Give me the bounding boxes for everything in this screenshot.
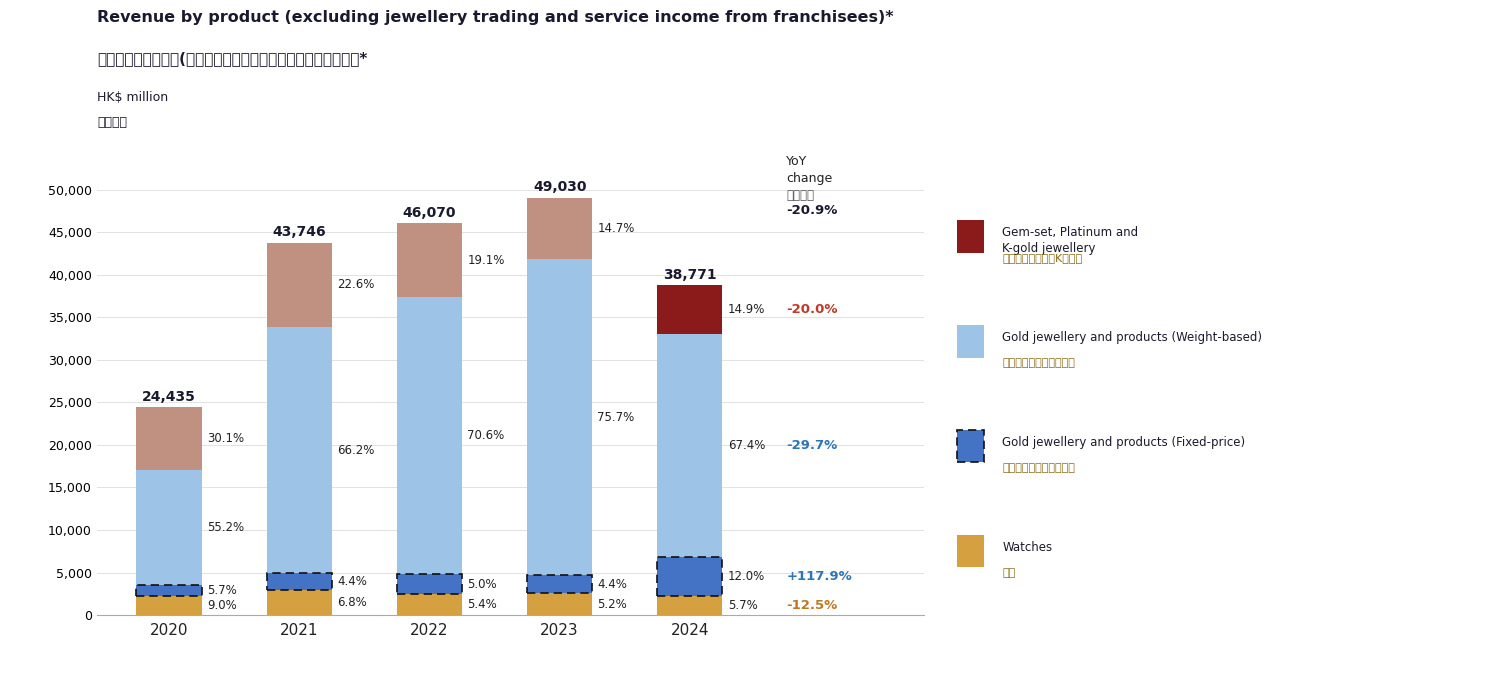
Text: 5.2%: 5.2% (598, 598, 628, 611)
Text: 9.0%: 9.0% (207, 600, 237, 612)
Text: 19.1%: 19.1% (467, 254, 505, 267)
Bar (267, 573, 331, 590)
Bar (397, 297, 461, 575)
Text: YoY: YoY (786, 155, 807, 168)
Text: 55.2%: 55.2% (207, 521, 244, 533)
Text: 百萬港元: 百萬港元 (97, 116, 127, 129)
Text: 5.0%: 5.0% (467, 578, 497, 591)
Bar (267, 573, 331, 590)
Bar (658, 557, 722, 596)
Bar (136, 407, 202, 470)
Text: 5.7%: 5.7% (207, 584, 237, 597)
Bar (136, 470, 202, 585)
Text: 67.4%: 67.4% (728, 439, 765, 452)
Bar (397, 575, 461, 594)
Text: 按產品劃分的營業額(不包括珠寶買賣及來自加盟商的服務收入）*: 按產品劃分的營業額(不包括珠寶買賣及來自加盟商的服務收入）* (97, 51, 367, 66)
Text: 鐘鉘: 鐘鉘 (1002, 568, 1016, 578)
Bar (527, 575, 592, 594)
Text: 75.7%: 75.7% (598, 410, 635, 424)
Text: Gold jewellery and products (Weight-based): Gold jewellery and products (Weight-base… (1002, 331, 1263, 344)
Text: -20.9%: -20.9% (786, 204, 837, 217)
Text: 30.1%: 30.1% (207, 432, 244, 445)
Bar (527, 259, 592, 575)
Text: 4.4%: 4.4% (337, 575, 367, 588)
Bar (658, 596, 722, 615)
Bar (267, 590, 331, 615)
Bar (527, 198, 592, 259)
Text: 49,030: 49,030 (533, 180, 586, 195)
Text: 14.9%: 14.9% (728, 304, 765, 316)
Bar (136, 585, 202, 596)
Text: 同比變化: 同比變化 (786, 189, 815, 202)
Bar (267, 243, 331, 327)
Text: 70.6%: 70.6% (467, 429, 505, 442)
Bar (136, 585, 202, 596)
Text: 46,070: 46,070 (403, 206, 457, 220)
Text: Revenue by product (excluding jewellery trading and service income from franchis: Revenue by product (excluding jewellery … (97, 10, 894, 25)
Text: 24,435: 24,435 (142, 390, 196, 404)
Text: 14.7%: 14.7% (598, 222, 635, 235)
Text: Watches: Watches (1002, 541, 1052, 554)
Bar (658, 335, 722, 557)
Bar (527, 594, 592, 615)
Text: -20.0%: -20.0% (786, 304, 837, 316)
Text: 5.7%: 5.7% (728, 599, 758, 612)
Text: change: change (786, 172, 833, 185)
Text: 4.4%: 4.4% (598, 578, 628, 591)
Text: +117.9%: +117.9% (786, 570, 852, 583)
Text: 12.0%: 12.0% (728, 570, 765, 583)
Bar (527, 575, 592, 594)
Text: 黃金首飾及產品（定價）: 黃金首飾及產品（定價） (1002, 463, 1076, 473)
Bar (136, 596, 202, 615)
Bar (397, 575, 461, 594)
Text: -29.7%: -29.7% (786, 439, 837, 452)
Text: -12.5%: -12.5% (786, 599, 837, 612)
Bar (658, 285, 722, 335)
Text: HK$ million: HK$ million (97, 91, 168, 104)
Text: 珠寶鏵嵌、鈡金及K金首飾: 珠寶鏵嵌、鈡金及K金首飾 (1002, 254, 1082, 264)
Text: Gold jewellery and products (Fixed-price): Gold jewellery and products (Fixed-price… (1002, 436, 1245, 449)
Text: Gem-set, Platinum and
K-gold jewellery: Gem-set, Platinum and K-gold jewellery (1002, 226, 1138, 256)
Bar (267, 327, 331, 573)
Text: 43,746: 43,746 (273, 225, 327, 239)
Text: 5.4%: 5.4% (467, 598, 497, 611)
Text: 6.8%: 6.8% (337, 596, 367, 609)
Text: 22.6%: 22.6% (337, 279, 374, 291)
Text: 黃金首飾及產品（計價）: 黃金首飾及產品（計價） (1002, 358, 1076, 368)
Bar (397, 223, 461, 297)
Bar (397, 594, 461, 615)
Text: 66.2%: 66.2% (337, 443, 374, 456)
Bar (658, 557, 722, 596)
Text: 38,771: 38,771 (664, 268, 716, 282)
